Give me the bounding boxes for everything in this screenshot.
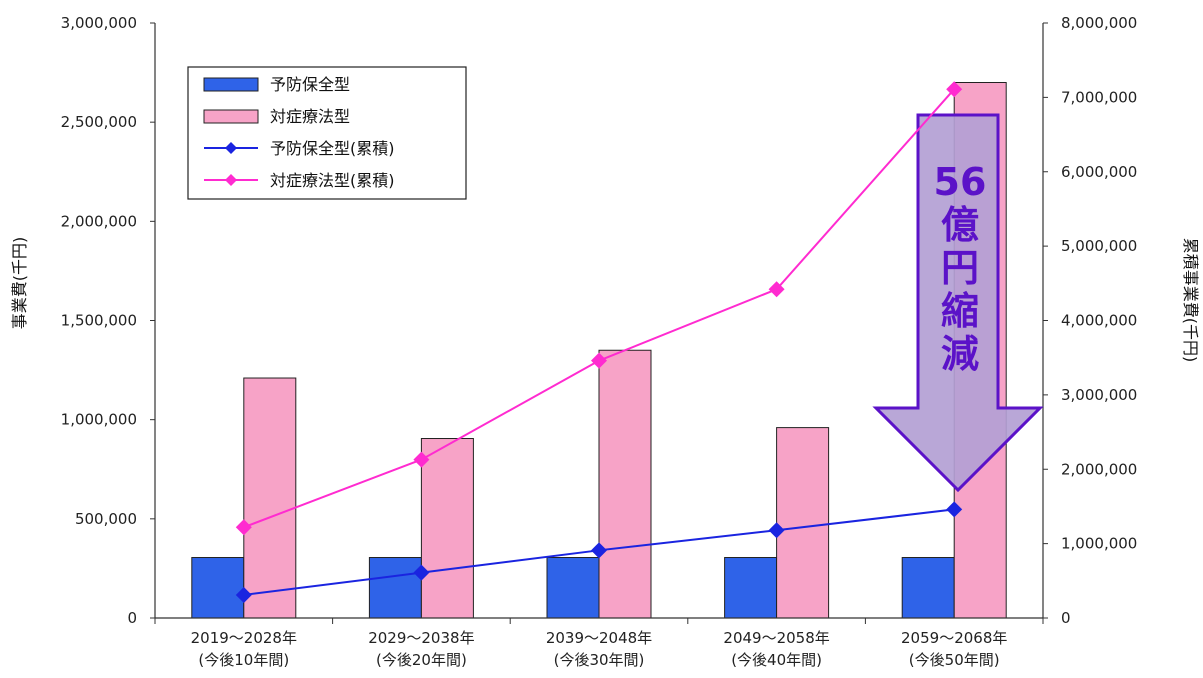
y2-tick-label: 3,000,000 — [1061, 386, 1137, 404]
y2-tick-label: 1,000,000 — [1061, 535, 1137, 553]
x-tick-label: 2039～2048年 — [546, 629, 652, 647]
legend-marker — [225, 142, 237, 154]
legend-label: 予防保全型 — [270, 75, 350, 94]
x-tick-label: 2029～2038年 — [368, 629, 474, 647]
axes-layer: 0 500,000 1,000,000 1,500,000 2,000,000 2,500… — [61, 14, 1138, 669]
x-tick-label: (今後40年間) — [731, 651, 822, 669]
y2-axis-label: 累積事業費(千円) — [1181, 238, 1200, 363]
x-tick-label: (今後20年間) — [376, 651, 467, 669]
bar-corrective — [420, 438, 474, 619]
point-preventive-cumulative — [946, 501, 963, 518]
y-tick-label: 500,000 — [75, 510, 137, 528]
point-corrective-cumulative — [946, 81, 963, 98]
annotation-text: 縮 — [941, 289, 979, 333]
y2-tick-label: 4,000,000 — [1061, 312, 1137, 330]
y-tick-label: 0 — [127, 609, 137, 627]
bar-preventive — [368, 557, 422, 619]
point-corrective-cumulative — [591, 352, 607, 369]
annotation-text: 56 — [934, 160, 987, 204]
y-tick-label: 1,500,000 — [61, 312, 137, 330]
legend-marker — [225, 174, 237, 186]
point-preventive-cumulative — [768, 522, 785, 539]
y-tick-label: 2,000,000 — [61, 212, 137, 230]
x-tick-label: (今後10年間) — [198, 651, 289, 669]
point-preventive-cumulative — [235, 586, 252, 603]
y-axis-label: 事業費(千円) — [10, 237, 29, 330]
y-tick-label: 2,500,000 — [61, 113, 137, 131]
point-corrective-cumulative — [413, 451, 430, 468]
annotation-text: 円 — [941, 246, 979, 290]
x-tick-label: (今後50年間) — [909, 651, 1000, 669]
legend-label: 予防保全型(累積) — [270, 139, 395, 158]
legend-swatch — [203, 77, 259, 92]
bar-corrective — [243, 377, 297, 619]
legend-swatch — [203, 109, 259, 124]
point-preventive-cumulative — [413, 564, 430, 581]
y2-tick-label: 5,000,000 — [1061, 237, 1137, 255]
y-tick-label: 1,000,000 — [61, 411, 137, 429]
x-tick-label: 2059～2068年 — [901, 629, 1007, 647]
lines-layer — [235, 81, 963, 603]
bar-preventive — [546, 557, 600, 619]
y2-tick-label: 2,000,000 — [1061, 460, 1137, 478]
annotation-text: 億 — [941, 203, 979, 247]
y2-tick-label: 8,000,000 — [1061, 14, 1137, 32]
bar-preventive — [191, 557, 245, 619]
bar-preventive — [901, 557, 955, 619]
x-tick-label: 2049～2058年 — [723, 629, 829, 647]
bar-corrective — [598, 349, 652, 619]
legend-label: 対症療法型 — [270, 107, 350, 126]
bar-corrective — [776, 427, 830, 619]
bar-preventive — [724, 557, 778, 619]
x-tick-label: 2019～2028年 — [191, 629, 297, 647]
annotation-arrow-shape — [872, 113, 1044, 493]
annotation-text: 減 — [941, 332, 979, 376]
legend-label: 対症療法型(累積) — [270, 171, 395, 190]
y-tick-label: 3,000,000 — [61, 14, 137, 32]
point-preventive-cumulative — [591, 542, 607, 559]
y2-tick-label: 0 — [1061, 609, 1071, 627]
y2-tick-label: 6,000,000 — [1061, 163, 1137, 181]
point-corrective-cumulative — [235, 519, 252, 536]
point-corrective-cumulative — [768, 281, 785, 298]
x-tick-label: (今後30年間) — [554, 651, 645, 669]
y2-tick-label: 7,000,000 — [1061, 88, 1137, 106]
